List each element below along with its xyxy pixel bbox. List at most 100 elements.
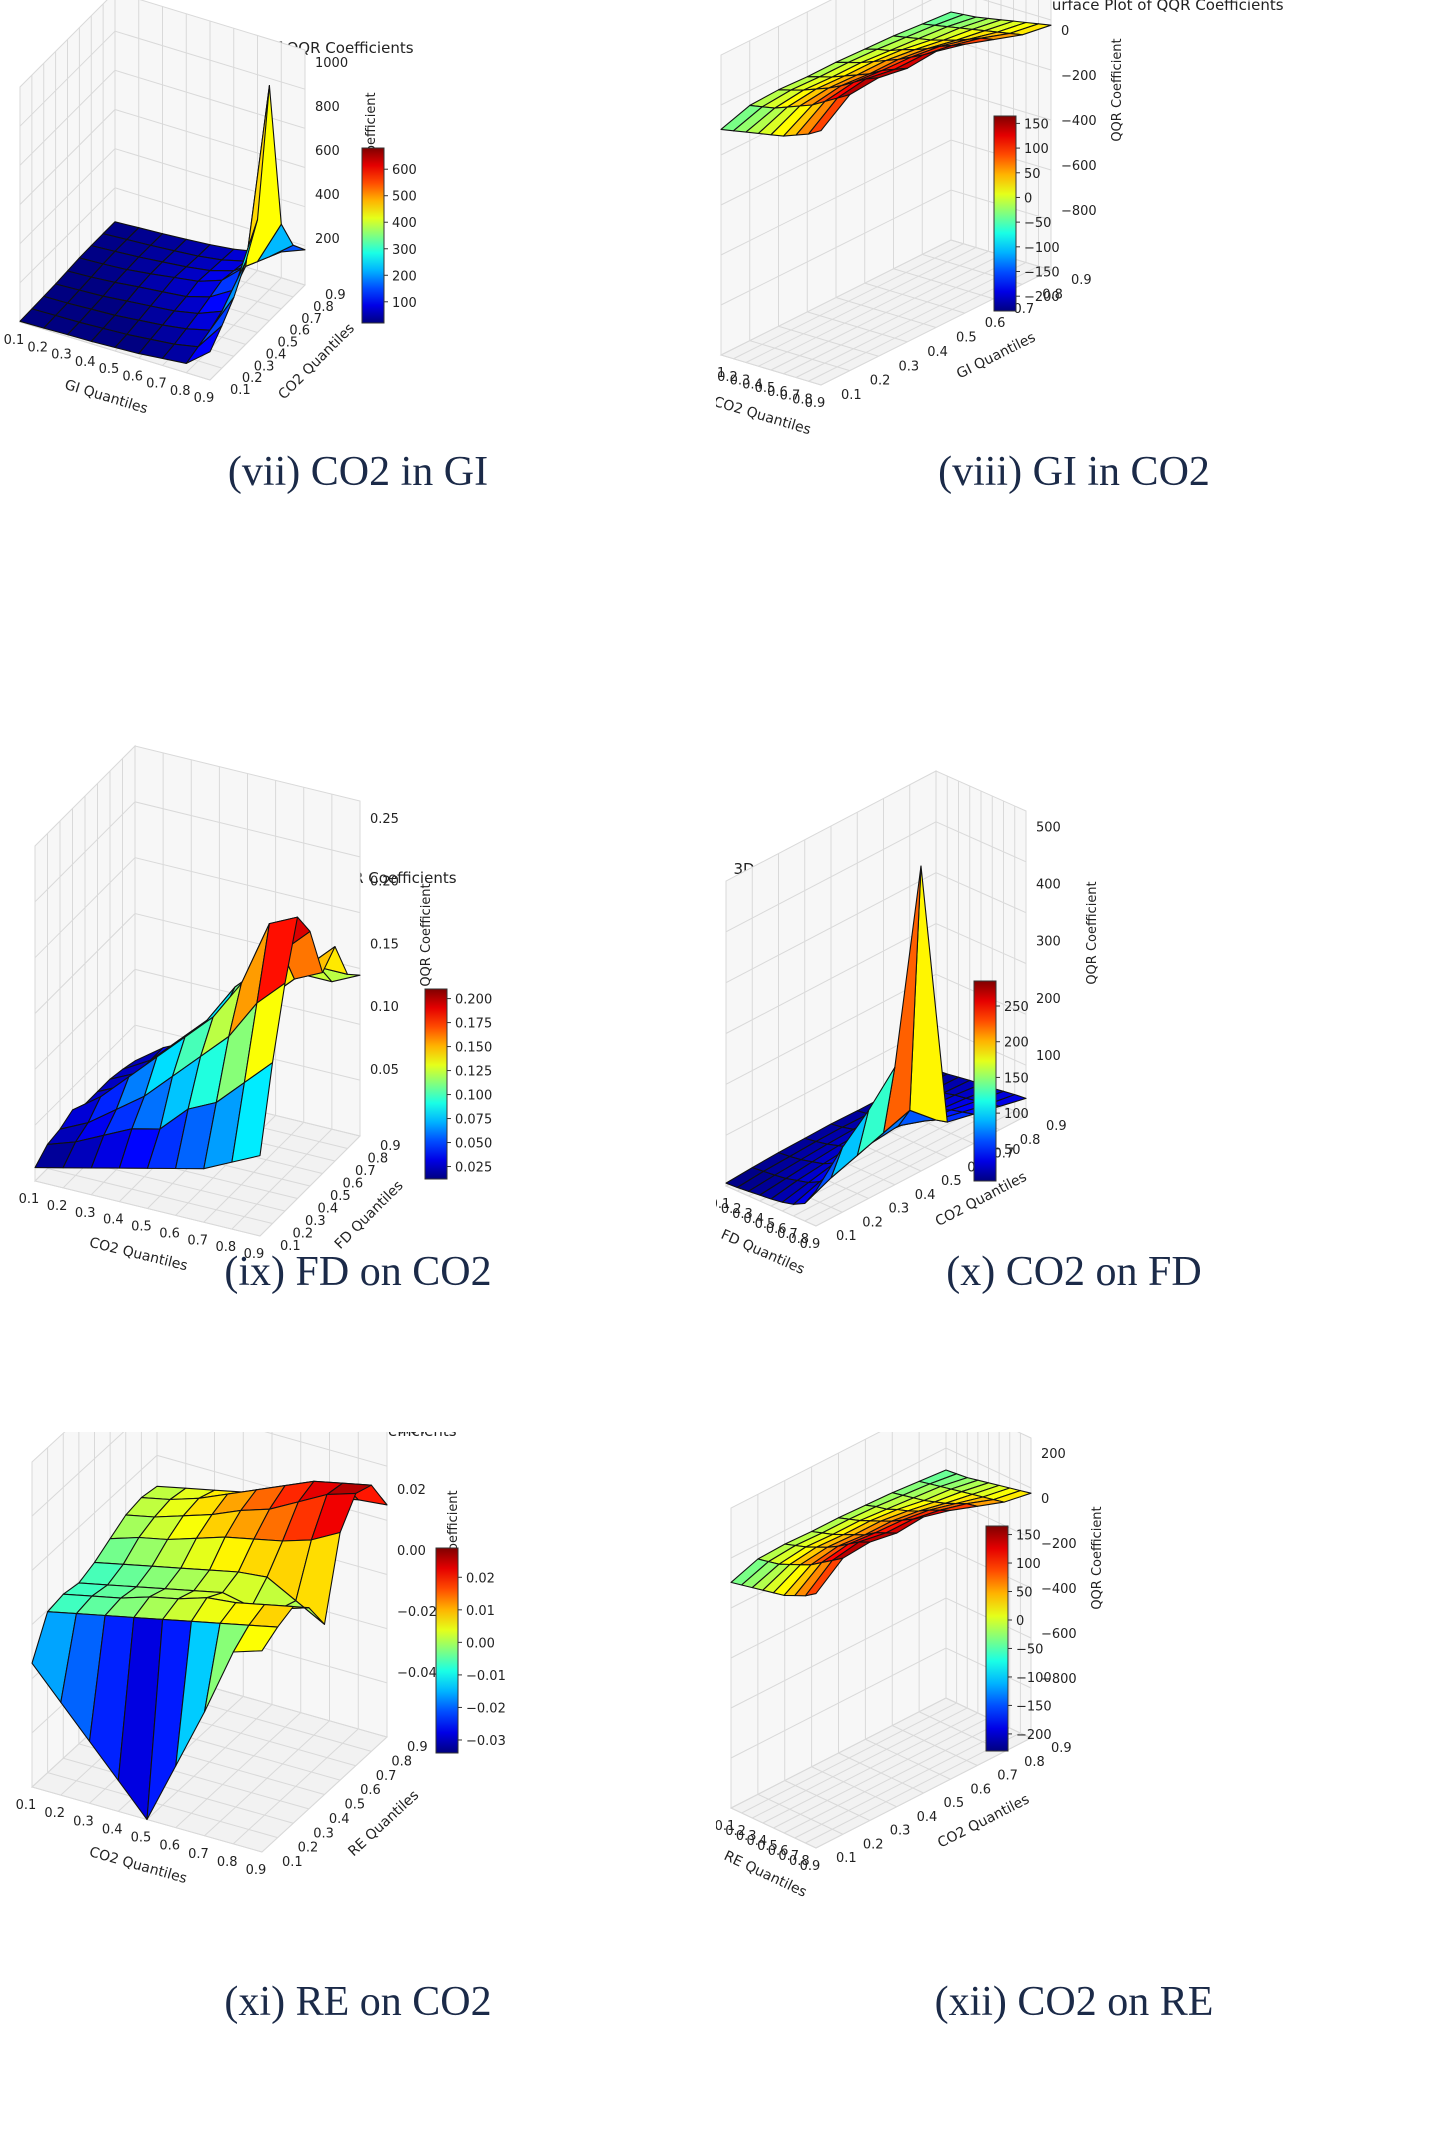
x-tick-label: 0.1	[4, 333, 25, 348]
colorbar-tick-label: −150	[1016, 1699, 1052, 1714]
y-tick-label: 0.8	[368, 1152, 389, 1167]
colorbar-tick-label: 0.125	[455, 1065, 492, 1080]
z-tick-label: 0.10	[370, 1000, 399, 1015]
y-tick-label: 0.1	[841, 388, 862, 403]
colorbar-tick-label: −50	[1016, 1642, 1043, 1657]
x-tick-label: 0.8	[788, 1232, 809, 1247]
y-tick-label: 0.9	[1046, 1119, 1067, 1134]
x-tick-label: 0.3	[75, 1206, 96, 1221]
z-tick-label: 0.25	[370, 812, 399, 827]
colorbar-tick-label: 100	[1024, 142, 1049, 157]
colorbar-tick-label: 0	[1024, 191, 1032, 206]
chart-svg: 3D Surface Plot of QQR Coefficients0.10.…	[716, 1432, 1105, 1901]
y-tick-label: 0.9	[325, 288, 346, 303]
z-tick-label: −0.02	[397, 1605, 437, 1620]
colorbar	[973, 980, 997, 1182]
colorbar-tick-label: 0.01	[466, 1604, 495, 1619]
z-tick-label: 400	[315, 188, 340, 203]
y-tick-label: 0.8	[1024, 1755, 1045, 1770]
colorbar-tick-label: 150	[1024, 117, 1049, 132]
z-axis-label: QQR Coefficient	[1090, 1506, 1105, 1609]
colorbar-tick-label: −0.01	[466, 1669, 506, 1684]
colorbar	[993, 115, 1017, 312]
x-tick-label: 0.3	[732, 1207, 753, 1222]
z-tick-label: 300	[1036, 935, 1061, 950]
plot-group: 3D Surface Plot of QQR Coefficients0.10.…	[4, 0, 417, 417]
x-tick-label: 0.2	[44, 1806, 65, 1821]
colorbar-tick-label: 200	[392, 269, 417, 284]
z-tick-label: 0	[1041, 1492, 1049, 1507]
surface-patch	[232, 1624, 279, 1653]
colorbar-tick-label: 0.00	[466, 1636, 495, 1651]
y-tick-label: 0.2	[862, 1215, 883, 1230]
x-tick-label: 0.4	[75, 355, 96, 370]
x-tick-label: 0.6	[159, 1839, 180, 1854]
y-tick-label: 0.1	[836, 1229, 857, 1244]
colorbar-tick-label: −100	[1016, 1671, 1052, 1686]
chart-svg: 3D Surface Plot of QQR Coefficients0.10.…	[4, 0, 417, 417]
y-tick-label: 0.2	[242, 371, 263, 386]
grid-line	[19, 108, 306, 205]
y-tick-label: 0.9	[380, 1139, 401, 1154]
x-tick-label: 0.4	[742, 377, 763, 392]
grid-line	[19, 148, 306, 245]
colorbar	[361, 147, 385, 324]
y-tick-label: 0.7	[376, 1769, 397, 1784]
y-tick-label: 0.8	[391, 1754, 412, 1769]
x-tick-label: 0.1	[716, 1819, 735, 1834]
panel-caption: (xi) RE on CO2	[224, 1979, 492, 2025]
x-tick-label: 0.2	[725, 1824, 746, 1839]
grid-line	[34, 857, 361, 959]
colorbar-tick-label: 100	[392, 296, 417, 311]
colorbar-tick-label: −0.02	[466, 1701, 506, 1716]
y-tick-label: 0.2	[870, 374, 891, 389]
colorbar-tick-label: −150	[1024, 266, 1060, 281]
y-tick-label: 0.4	[915, 1188, 936, 1203]
colorbar-tick-label: 0.175	[455, 1017, 492, 1032]
y-tick-label: 0.6	[343, 1177, 364, 1192]
x-tick-label: 0.5	[755, 381, 776, 396]
x-tick-label: 0.3	[730, 374, 751, 389]
chart-panel: (viii) GI in CO2 3D Surface Plot of QQR C…	[716, 0, 1432, 715]
x-tick-label: 0.6	[767, 385, 788, 400]
plot-group: 3D Surface Plot of QQR Coefficients0.10.…	[19, 744, 492, 1274]
x-tick-label: 0.4	[747, 1834, 768, 1849]
grid-line	[34, 1024, 361, 1126]
x-tick-label: 0.2	[47, 1199, 68, 1214]
panel-caption: (viii) GI in CO2	[938, 449, 1210, 495]
x-tick-label: 0.3	[73, 1814, 94, 1829]
z-tick-label: 400	[1036, 877, 1061, 892]
colorbar-tick-label: 150	[1004, 1071, 1029, 1086]
y-tick-label: 0.2	[863, 1837, 884, 1852]
grid-line	[730, 1447, 1032, 1559]
y-tick-label: 0.4	[927, 345, 948, 360]
z-tick-label: 200	[1041, 1447, 1066, 1462]
x-tick-label: 0.2	[27, 340, 48, 355]
y-tick-label: 0.4	[266, 347, 287, 362]
y-tick-label: 0.6	[970, 1782, 991, 1797]
z-tick-label: 0.05	[370, 1063, 399, 1078]
colorbar-tick-label: 0.075	[455, 1113, 492, 1128]
x-tick-label: 0.7	[146, 377, 167, 392]
x-tick-label: 0.7	[187, 1233, 208, 1248]
z-tick-label: 800	[315, 100, 340, 115]
y-tick-label: 0.7	[997, 1769, 1018, 1784]
x-tick-label: 0.3	[51, 348, 72, 363]
z-tick-label: −400	[1041, 1582, 1077, 1597]
z-tick-label: −200	[1061, 69, 1097, 84]
grid-line	[720, 189, 1052, 306]
colorbar-tick-label: 200	[1004, 1036, 1029, 1051]
plot-group: 3D Surface Plot of QQR Coefficients0.10.…	[716, 1432, 1105, 1901]
y-axis-label: CO2 Quantiles	[275, 320, 358, 403]
y-tick-label: 0.5	[941, 1174, 962, 1189]
x-tick-label: 0.9	[800, 1859, 821, 1874]
x-tick-label: 0.5	[131, 1220, 152, 1235]
x-tick-label: 0.8	[170, 384, 191, 399]
z-tick-label: 0.15	[370, 937, 399, 952]
z-tick-label: 1000	[315, 56, 348, 71]
x-tick-label: 0.9	[244, 1247, 265, 1262]
x-tick-label: 0.9	[805, 396, 826, 411]
x-tick-label: 0.4	[102, 1822, 123, 1837]
plot-group: 3D Surface Plot of QQR Coefficients0.10.…	[16, 1432, 506, 1887]
y-tick-label: 0.5	[345, 1798, 366, 1813]
